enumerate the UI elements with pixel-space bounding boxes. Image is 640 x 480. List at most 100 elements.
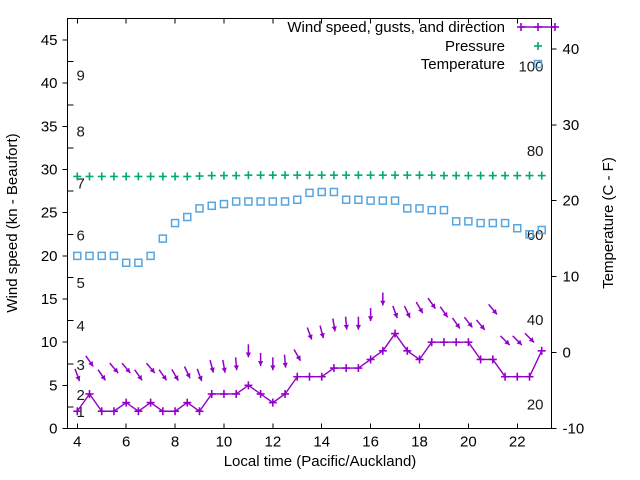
x-tick-label: 10 [216, 434, 233, 451]
wind-arrow [245, 344, 252, 358]
beaufort-label: 6 [77, 227, 85, 244]
wind-arrow [134, 369, 143, 381]
wind-arrow [306, 327, 313, 340]
x-tick-label: 20 [460, 434, 477, 451]
x-tick-label: 22 [509, 434, 526, 451]
legend-label: Temperature [421, 56, 505, 73]
wind-arrow [109, 362, 119, 374]
y-tick-label: 0 [49, 421, 57, 438]
plot-border [67, 18, 552, 429]
beaufort-scale-labels: 12 3 4 5 6 7 8 9 [77, 68, 85, 422]
x-tick-label: 16 [362, 434, 379, 451]
wind-arrow [97, 369, 107, 381]
x-tick-label: 6 [122, 434, 130, 451]
chart-legend[interactable]: Wind speed, gusts, and direction Pressure… [287, 19, 559, 73]
wind-arrow [171, 368, 179, 381]
y-tick-label: 15 [41, 291, 58, 308]
y2-tick-label: 10 [563, 269, 580, 286]
wind-arrow [415, 301, 424, 314]
wind-arrow [355, 316, 362, 330]
wind-direction-arrows [74, 292, 535, 382]
wind-arrow [367, 308, 374, 322]
beaufort-label: 7 [77, 176, 85, 193]
wind-arrow [233, 357, 239, 371]
x-axis-title: Local time (Pacific/Auckland) [224, 453, 417, 470]
wind-arrow [427, 297, 437, 310]
beaufort-label: 3 [77, 357, 85, 374]
fahrenheit-label: 60 [527, 227, 544, 244]
wind-arrow [74, 368, 81, 382]
legend-label: Wind speed, gusts, and direction [287, 19, 505, 36]
beaufort-label: 8 [77, 124, 85, 141]
legend-entry-1[interactable]: Pressure [445, 38, 542, 55]
wind-arrow [209, 359, 215, 373]
fahrenheit-label: 40 [527, 312, 544, 329]
x-tick-label: 8 [171, 434, 179, 451]
wind-arrow [392, 305, 399, 319]
beaufort-label: 5 [77, 275, 85, 292]
beaufort-label: 2 [77, 387, 85, 404]
beaufort-label: 4 [77, 318, 85, 335]
wind-arrow [319, 325, 325, 339]
data-series [73, 171, 546, 416]
y2-tick-label: 20 [563, 193, 580, 210]
wind-arrow [451, 317, 461, 329]
fahrenheit-label: 80 [527, 143, 544, 160]
wind-arrow [221, 359, 227, 373]
wind-arrow [343, 316, 349, 330]
y-tick-label: 20 [41, 248, 58, 265]
y-tick-label: 10 [41, 334, 58, 351]
x-tick-label: 18 [411, 434, 428, 451]
wind-arrow [403, 305, 411, 319]
wind-arrow [499, 335, 511, 346]
wind-arrow [293, 349, 302, 362]
x-tick-label: 14 [313, 434, 330, 451]
wind-arrow [380, 292, 386, 306]
wind-arrow [282, 354, 288, 368]
y-axis-left-ticks: 0 5 10 15 20 25 30 35 40 45 [41, 32, 74, 438]
legend-label: Pressure [445, 38, 505, 55]
wind-arrow [145, 362, 156, 374]
y-tick-label: 45 [41, 32, 58, 49]
legend-entry-0[interactable]: Wind speed, gusts, and direction [287, 19, 559, 36]
y2-tick-label: -10 [563, 421, 585, 438]
beaufort-label: 1 [77, 404, 85, 421]
wind-arrow [257, 352, 264, 366]
wind-arrow [512, 335, 523, 346]
beaufort-label: 9 [77, 68, 85, 85]
y2-tick-label: 40 [563, 41, 580, 58]
plot-frame [67, 18, 552, 429]
wind-arrow [121, 362, 131, 374]
x-tick-label: 12 [264, 434, 281, 451]
series-2 [73, 187, 546, 268]
wind-arrow [439, 306, 449, 318]
x-axis-ticks: 4 6 8 10 12 14 16 18 20 22 [73, 18, 526, 451]
wind-arrow [463, 316, 473, 328]
fahrenheit-label: 20 [527, 396, 544, 413]
y-axis-right-title: Temperature (C - F) [600, 157, 617, 289]
y-axis-right-ticks: -10 0 10 20 30 40 [551, 41, 585, 438]
series-0 [73, 329, 546, 416]
y-tick-label: 40 [41, 75, 58, 92]
y-tick-label: 30 [41, 162, 58, 179]
y-tick-label: 25 [41, 205, 58, 222]
wind-arrow [270, 357, 276, 371]
y-axis-left-title: Wind speed (kn - Beaufort) [4, 133, 21, 312]
legend-entry-2[interactable]: Temperature [421, 56, 543, 73]
wind-arrow [331, 318, 337, 332]
wind-arrow [196, 368, 203, 382]
wind-arrow [475, 319, 486, 331]
wind-arrow [524, 332, 535, 343]
fahrenheit-label: 100 [518, 59, 543, 76]
y-tick-label: 35 [41, 118, 58, 135]
x-tick-label: 4 [73, 434, 81, 451]
y2-tick-label: 30 [563, 117, 580, 134]
wind-arrow [488, 303, 498, 315]
wind-arrow [183, 366, 191, 379]
y-tick-label: 5 [49, 377, 57, 394]
wind-arrow [158, 369, 168, 381]
fahrenheit-scale-labels: 20 40 60 80 100 [518, 59, 543, 414]
